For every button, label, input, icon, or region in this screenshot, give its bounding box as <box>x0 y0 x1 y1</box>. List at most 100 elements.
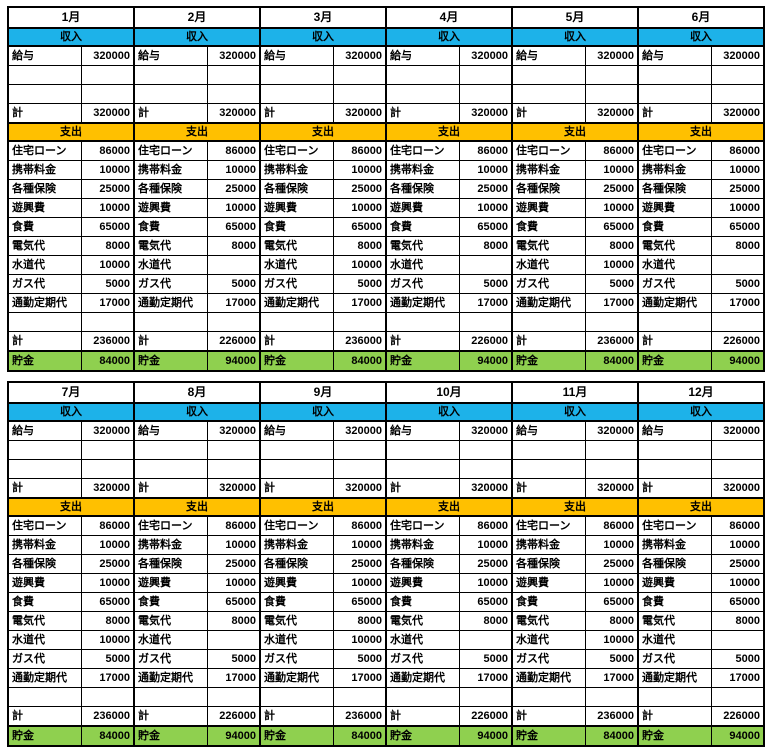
salary-value-cell: 320000 <box>585 45 639 66</box>
expense-total-value-cell: 236000 <box>81 706 135 727</box>
empty-cell <box>259 687 335 707</box>
empty-cell <box>585 459 639 479</box>
expense-total-value-cell: 236000 <box>585 706 639 727</box>
expense-item-value-cell: 17000 <box>459 668 513 688</box>
table-row: 食費 65000 <box>133 217 261 237</box>
table-row: 水道代 <box>385 255 513 275</box>
month-block: 2月 収入 給与 320000 計 320000 支出 <box>133 6 261 372</box>
empty-cell <box>7 687 83 707</box>
expense-item-label-cell: 携帯料金 <box>259 535 335 555</box>
expense-item-label-cell: 食費 <box>259 592 335 612</box>
table-row: 各種保険 25000 <box>133 179 261 199</box>
income-total-value-cell: 320000 <box>333 103 387 124</box>
expense-item-value-cell: 10000 <box>333 255 387 275</box>
expense-item-value-cell: 10000 <box>585 535 639 555</box>
expense-item-value-cell: 17000 <box>711 668 765 688</box>
income-total-value-cell: 320000 <box>585 478 639 499</box>
savings-label-cell: 貯金 <box>259 725 335 747</box>
table-row: ガス代 5000 <box>511 649 639 669</box>
empty-cell <box>259 312 335 332</box>
income-total-value-cell: 320000 <box>207 103 261 124</box>
salary-label-cell: 給与 <box>637 45 713 66</box>
table-row: 通勤定期代 17000 <box>637 293 765 313</box>
expense-item-label-cell: 遊興費 <box>385 573 461 593</box>
expense-item-label-cell: 通勤定期代 <box>7 293 83 313</box>
expense-item-value-cell: 10000 <box>459 535 513 555</box>
table-row: 食費 65000 <box>637 217 765 237</box>
expense-item-label-cell: 住宅ローン <box>511 515 587 536</box>
expense-item-value-cell: 10000 <box>585 255 639 275</box>
expense-item-value-cell <box>207 630 261 650</box>
expense-item-label-cell: 各種保険 <box>133 554 209 574</box>
table-row: 住宅ローン 86000 <box>133 515 261 536</box>
expense-item-value-cell: 25000 <box>333 554 387 574</box>
expense-item-label-cell: ガス代 <box>7 649 83 669</box>
table-row <box>133 84 261 104</box>
expense-item-label-cell: 遊興費 <box>133 573 209 593</box>
months-7-12-row: 7月 収入 給与 320000 計 320000 支出 <box>7 381 765 747</box>
table-row: 携帯料金 10000 <box>637 160 765 180</box>
table-row: 食費 65000 <box>385 217 513 237</box>
table-row: 給与 320000 <box>133 45 261 66</box>
empty-cell <box>637 84 713 104</box>
empty-cell <box>511 65 587 85</box>
expense-item-label-cell: 遊興費 <box>133 198 209 218</box>
income-total-value-cell: 320000 <box>207 478 261 499</box>
expense-item-label-cell: 各種保険 <box>385 554 461 574</box>
table-row: 計 320000 <box>637 103 765 124</box>
expense-total-label-cell: 計 <box>511 331 587 352</box>
salary-label-cell: 給与 <box>7 420 83 441</box>
table-row <box>385 459 513 479</box>
month-block: 6月 収入 給与 320000 計 320000 支出 <box>637 6 765 372</box>
expense-item-label-cell: 電気代 <box>385 611 461 631</box>
expense-item-value-cell: 10000 <box>333 160 387 180</box>
month-title: 5月 <box>511 6 639 29</box>
expense-item-value-cell: 65000 <box>81 217 135 237</box>
expense-item-label-cell: 携帯料金 <box>385 535 461 555</box>
expense-total-label-cell: 計 <box>385 706 461 727</box>
expense-item-value-cell: 10000 <box>459 198 513 218</box>
savings-row: 貯金 84000 <box>511 350 639 372</box>
expense-section-header: 支出 <box>385 497 513 517</box>
expense-item-label-cell: 電気代 <box>7 236 83 256</box>
table-row <box>385 65 513 85</box>
expense-item-value-cell: 17000 <box>207 668 261 688</box>
expense-item-value-cell: 5000 <box>207 649 261 669</box>
savings-value-cell: 94000 <box>207 350 261 372</box>
income-total-label-cell: 計 <box>637 103 713 124</box>
expense-item-value-cell: 86000 <box>207 515 261 536</box>
table-row: 計 320000 <box>259 478 387 499</box>
expense-item-value-cell: 17000 <box>333 293 387 313</box>
table-row <box>259 687 387 707</box>
expense-item-label-cell: 通勤定期代 <box>133 293 209 313</box>
table-row: 水道代 10000 <box>259 255 387 275</box>
salary-label-cell: 給与 <box>511 420 587 441</box>
table-row <box>259 440 387 460</box>
table-row <box>133 459 261 479</box>
expense-item-label-cell: 電気代 <box>7 611 83 631</box>
expense-item-value-cell: 10000 <box>207 160 261 180</box>
table-row: 水道代 10000 <box>511 255 639 275</box>
empty-cell <box>385 440 461 460</box>
expense-item-label-cell: 電気代 <box>385 236 461 256</box>
savings-row: 貯金 94000 <box>133 350 261 372</box>
table-row: ガス代 5000 <box>133 649 261 669</box>
salary-label-cell: 給与 <box>385 45 461 66</box>
expense-item-value-cell: 65000 <box>585 592 639 612</box>
expense-item-value-cell: 8000 <box>333 611 387 631</box>
expense-item-value-cell: 5000 <box>459 649 513 669</box>
table-row: 通勤定期代 17000 <box>385 668 513 688</box>
table-row: 住宅ローン 86000 <box>637 515 765 536</box>
expense-item-label-cell: 通勤定期代 <box>385 293 461 313</box>
table-row: ガス代 5000 <box>637 649 765 669</box>
expense-item-label-cell: ガス代 <box>511 274 587 294</box>
savings-value-cell: 84000 <box>81 350 135 372</box>
table-row: 住宅ローン 86000 <box>511 515 639 536</box>
table-row: 計 320000 <box>7 103 135 124</box>
expense-item-label-cell: 通勤定期代 <box>259 293 335 313</box>
table-row: 携帯料金 10000 <box>511 535 639 555</box>
expense-total-label-cell: 計 <box>637 331 713 352</box>
expense-section-header: 支出 <box>259 497 387 517</box>
expense-item-label-cell: 携帯料金 <box>133 535 209 555</box>
table-row <box>511 84 639 104</box>
